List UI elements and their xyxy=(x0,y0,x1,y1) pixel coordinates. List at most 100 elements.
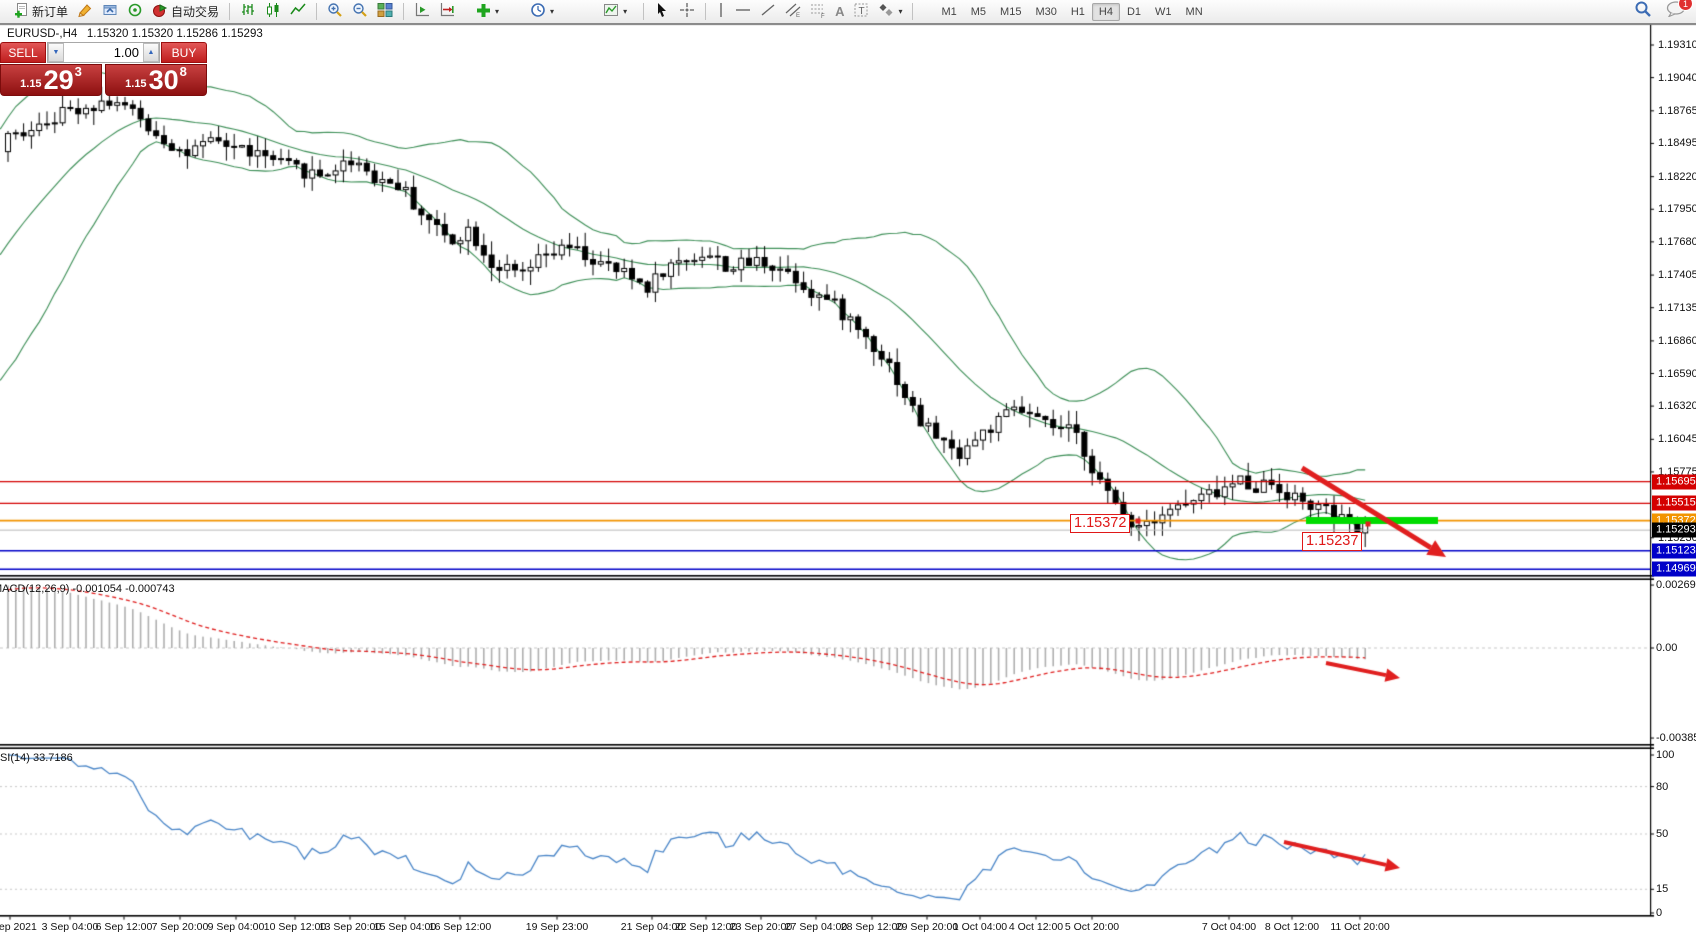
price-annotation-label[interactable]: 1.15237 xyxy=(1302,532,1363,551)
volume-input[interactable] xyxy=(64,43,143,62)
volume-spinner: ▼ ▲ xyxy=(47,42,160,63)
timeframe-button-d1[interactable]: D1 xyxy=(1126,5,1142,18)
rsi-axis-tick: 50 xyxy=(1656,828,1669,840)
vertical-line-icon xyxy=(716,2,726,21)
line-chart-mode-button[interactable] xyxy=(287,2,309,22)
timeframe-button-m15[interactable]: M15 xyxy=(1000,5,1022,18)
trendline-tool-button[interactable] xyxy=(757,2,779,22)
crosshair-tool-button[interactable] xyxy=(676,2,698,22)
rsi-axis-tick: 80 xyxy=(1656,780,1669,793)
autotrading-label: 自动交易 xyxy=(171,5,220,19)
fibonacci-tool-button[interactable]: F xyxy=(807,2,829,22)
time-axis-label: 19 Sep 23:00 xyxy=(525,921,589,933)
time-axis-label: 13 Sep 20:00 xyxy=(318,921,382,933)
buy-button[interactable]: BUY xyxy=(161,42,207,63)
price-axis-label: 1.15123 xyxy=(1652,543,1696,559)
sell-price-display[interactable]: 1.15 29 3 xyxy=(0,64,102,96)
new-order-button[interactable]: 新订单 xyxy=(10,2,71,22)
volume-increase-button[interactable]: ▲ xyxy=(143,43,159,62)
price-annotation-label[interactable]: 1.15372 xyxy=(1070,514,1131,533)
horizontal-line-icon xyxy=(735,2,751,21)
periods-button[interactable]: ▾ xyxy=(527,2,557,22)
time-axis-label: 7 Sep 20:00 xyxy=(151,921,209,933)
toolbar-separator xyxy=(705,3,707,20)
line-chart-icon xyxy=(290,2,306,21)
crayon-icon xyxy=(77,2,93,21)
time-axis-label: 29 Sep 20:00 xyxy=(895,921,959,933)
auto-scroll-icon xyxy=(414,2,430,21)
cursor-tool-button[interactable] xyxy=(651,2,673,22)
indicators-button[interactable]: ▾ xyxy=(473,2,502,22)
template-chart-icon xyxy=(603,2,619,21)
timeframe-button-m1[interactable]: M1 xyxy=(941,5,957,18)
toolbar-separator xyxy=(912,3,914,20)
horizontal-line-tool-button[interactable] xyxy=(732,2,754,22)
signals-button[interactable] xyxy=(124,2,146,22)
auto-scroll-button[interactable] xyxy=(411,2,433,22)
sell-button[interactable]: SELL xyxy=(0,42,46,63)
trendline-icon xyxy=(760,2,776,21)
timeframe-button-h1[interactable]: H1 xyxy=(1070,5,1085,18)
time-axis-label: 1 Oct 04:00 xyxy=(952,921,1008,933)
price-axis-label: 1.15695 xyxy=(1652,474,1696,490)
svg-text:E: E xyxy=(796,13,800,18)
time-axis-label: 27 Sep 04:00 xyxy=(784,921,848,933)
bar-chart-mode-button[interactable] xyxy=(237,2,259,22)
crosshair-icon xyxy=(679,2,695,21)
bar-chart-icon xyxy=(240,2,256,21)
chart-shift-button[interactable] xyxy=(436,2,458,22)
zoom-in-button[interactable] xyxy=(324,2,346,22)
dropdown-caret-icon: ▾ xyxy=(550,7,555,16)
toolbar-separator xyxy=(643,3,645,20)
new-order-label: 新订单 xyxy=(32,5,69,19)
volume-decrease-button[interactable]: ▼ xyxy=(48,43,64,62)
publish-chart-button[interactable] xyxy=(99,2,121,22)
toolbar-right: 1 xyxy=(1634,0,1696,23)
buy-price-pip: 8 xyxy=(179,64,187,79)
tile-windows-button[interactable] xyxy=(374,2,396,22)
chat-button[interactable]: 1 xyxy=(1666,0,1693,22)
time-axis-label: 16 Sep 12:00 xyxy=(428,921,492,933)
zoom-out-icon xyxy=(352,2,368,21)
text-tool-button[interactable]: A xyxy=(832,2,847,22)
fibonacci-icon: F xyxy=(810,2,826,21)
sell-price-prefix: 1.15 xyxy=(20,78,42,90)
signals-icon xyxy=(127,2,143,21)
chart-upload-icon xyxy=(102,2,118,21)
price-axis-tick: 1.19040 xyxy=(1658,71,1696,84)
vertical-line-tool-button[interactable] xyxy=(713,2,729,22)
new-order-icon xyxy=(13,2,29,21)
timeframe-button-h4[interactable]: H4 xyxy=(1091,2,1120,21)
autotrading-button[interactable]: 自动交易 xyxy=(149,2,222,22)
price-axis-tick: 1.17950 xyxy=(1658,203,1696,216)
timeframe-button-mn[interactable]: MN xyxy=(1185,5,1203,18)
zoom-in-icon xyxy=(327,2,343,21)
styler-button[interactable] xyxy=(74,2,96,22)
price-axis-tick: 1.17135 xyxy=(1658,301,1696,314)
svg-text:F: F xyxy=(821,14,825,18)
buy-price-display[interactable]: 1.15 30 8 xyxy=(105,64,207,96)
timeframe-button-m30[interactable]: M30 xyxy=(1035,5,1057,18)
text-label-tool-button[interactable]: T xyxy=(850,2,872,22)
rsi-axis-tick: 15 xyxy=(1656,883,1669,896)
equidistant-channel-tool-button[interactable]: E xyxy=(782,2,804,22)
notification-badge: 1 xyxy=(1678,0,1693,11)
timeframe-button-w1[interactable]: W1 xyxy=(1155,5,1172,18)
rsi-axis-tick: 0 xyxy=(1656,907,1663,919)
time-axis-label: 9 Sep 04:00 xyxy=(207,921,265,933)
time-axis-label: 10 Sep 12:00 xyxy=(263,921,327,933)
rsi-axis-tick: 100 xyxy=(1656,749,1675,761)
toolbar-separator xyxy=(229,3,231,20)
time-axis-label: 8 Oct 12:00 xyxy=(1264,921,1320,933)
price-axis-tick: 1.18495 xyxy=(1658,137,1696,150)
zoom-out-button[interactable] xyxy=(349,2,371,22)
shapes-tool-button[interactable]: ▾ xyxy=(875,2,905,22)
templates-button[interactable]: ▾ xyxy=(600,2,630,22)
clock-icon xyxy=(530,2,546,21)
search-icon[interactable] xyxy=(1634,0,1652,23)
macd-axis-tick: -0.00385 xyxy=(1656,732,1696,745)
candlestick-mode-button[interactable] xyxy=(262,2,284,22)
time-axis-label: 3 Sep 04:00 xyxy=(41,921,99,933)
timeframe-button-m5[interactable]: M5 xyxy=(970,5,987,18)
